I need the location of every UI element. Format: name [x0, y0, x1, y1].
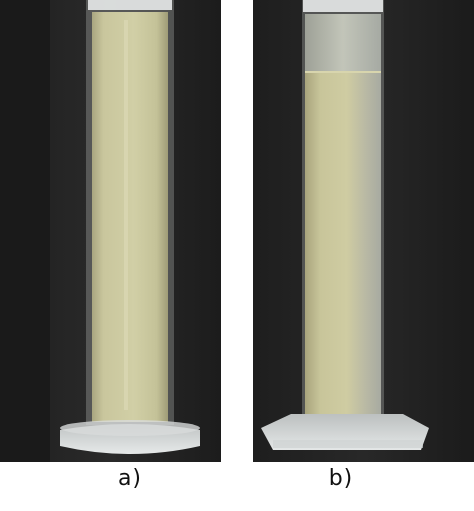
cylinder-rim	[303, 0, 383, 12]
photo-panel-a	[0, 0, 221, 462]
clear-layer	[305, 14, 381, 72]
cylinder-rim	[88, 0, 172, 10]
caption-a: a)	[117, 466, 143, 491]
photo-panel-b	[253, 0, 474, 462]
cylinder-b-image	[253, 0, 474, 462]
suspension-liquid	[92, 12, 168, 422]
cylinder-a-image	[0, 0, 221, 462]
caption-b: b)	[328, 466, 354, 491]
suspension-liquid	[305, 72, 381, 422]
